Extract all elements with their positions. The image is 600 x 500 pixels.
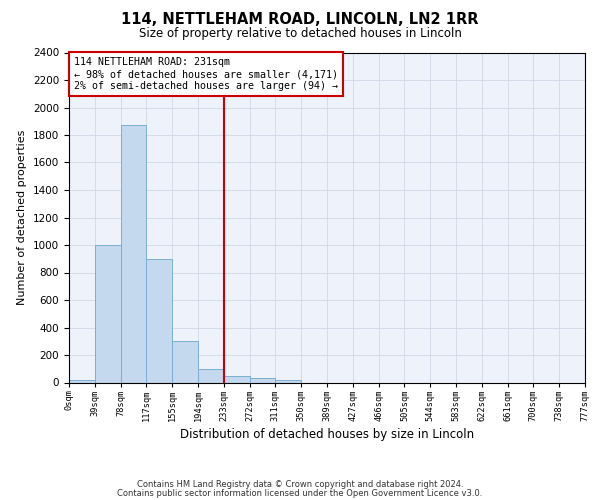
- Bar: [172, 340, 198, 382]
- Bar: [146, 259, 172, 382]
- Bar: [121, 126, 146, 382]
- Bar: [69, 380, 95, 382]
- Text: Contains HM Land Registry data © Crown copyright and database right 2024.: Contains HM Land Registry data © Crown c…: [137, 480, 463, 489]
- Bar: [224, 376, 250, 382]
- Text: Size of property relative to detached houses in Lincoln: Size of property relative to detached ho…: [139, 28, 461, 40]
- X-axis label: Distribution of detached houses by size in Lincoln: Distribution of detached houses by size …: [180, 428, 474, 441]
- Bar: [275, 380, 301, 382]
- Text: 114 NETTLEHAM ROAD: 231sqm
← 98% of detached houses are smaller (4,171)
2% of se: 114 NETTLEHAM ROAD: 231sqm ← 98% of deta…: [74, 58, 338, 90]
- Bar: [250, 378, 275, 382]
- Text: Contains public sector information licensed under the Open Government Licence v3: Contains public sector information licen…: [118, 488, 482, 498]
- Bar: [95, 245, 121, 382]
- Y-axis label: Number of detached properties: Number of detached properties: [17, 130, 28, 305]
- Text: 114, NETTLEHAM ROAD, LINCOLN, LN2 1RR: 114, NETTLEHAM ROAD, LINCOLN, LN2 1RR: [121, 12, 479, 28]
- Bar: [198, 369, 224, 382]
